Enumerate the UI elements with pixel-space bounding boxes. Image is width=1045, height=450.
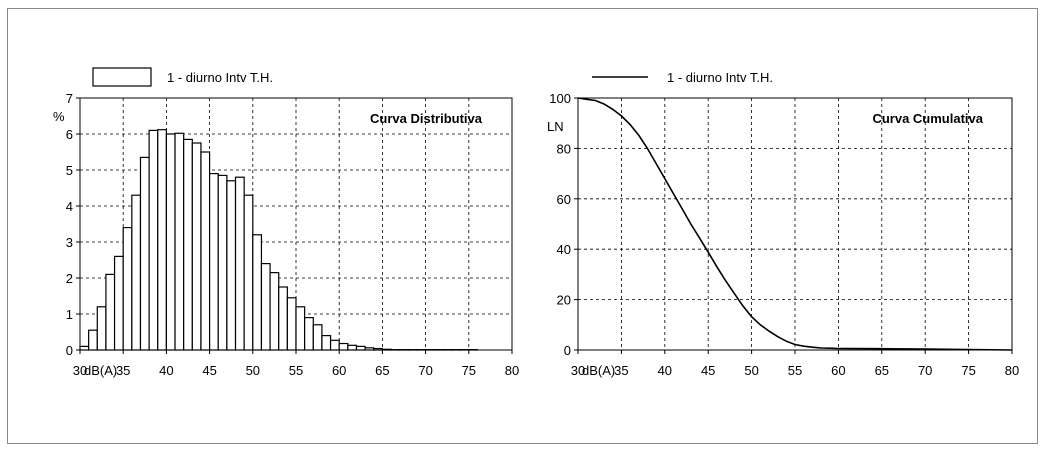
y-tick-label: 5	[66, 163, 73, 178]
histogram-bar	[338, 342, 349, 351]
x-tick-label: 35	[614, 363, 628, 378]
x-axis-label: dB(A)	[582, 363, 615, 378]
x-tick-label: 60	[332, 363, 346, 378]
x-tick-label: 80	[1005, 363, 1019, 378]
x-tick-label: 75	[462, 363, 476, 378]
histogram-bar	[260, 263, 271, 351]
y-axis-label: LN	[547, 119, 564, 134]
histogram-bar	[122, 227, 133, 351]
histogram-bar	[148, 129, 159, 351]
histogram-bar	[329, 339, 340, 351]
histogram-bar	[139, 156, 150, 351]
x-tick-label: 50	[744, 363, 758, 378]
y-tick-label: 6	[66, 127, 73, 142]
histogram-bar	[347, 344, 358, 351]
histogram-bar	[234, 176, 245, 351]
histogram-bar	[217, 174, 228, 351]
histogram-bar	[200, 151, 211, 351]
histogram-bar	[96, 306, 107, 351]
x-tick-label: 30	[571, 363, 585, 378]
cumulative-curve	[577, 97, 1013, 351]
y-tick-label: 100	[549, 91, 571, 106]
x-tick-label: 80	[505, 363, 519, 378]
cumulative-chart: 1 - diurno Intv T.H. 0 20 40 60 80 100 30 35 40…	[547, 70, 1019, 378]
x-tick-label: 70	[418, 363, 432, 378]
histogram-bar	[157, 129, 167, 351]
histogram-bar	[312, 324, 323, 351]
x-tick-label: 55	[788, 363, 802, 378]
x-tick-label: 40	[658, 363, 672, 378]
x-tick-label: 75	[961, 363, 975, 378]
x-tick-label: 50	[246, 363, 260, 378]
histogram-bar	[165, 133, 176, 351]
histogram-bar	[113, 255, 124, 351]
y-tick-label: 1	[66, 307, 73, 322]
x-axis-label: dB(A)	[84, 363, 117, 378]
x-tick-label: 65	[375, 363, 389, 378]
x-tick-label: 30	[73, 363, 87, 378]
chart-frame	[7, 8, 1038, 444]
histogram-bar	[226, 180, 237, 351]
x-tick-label: 40	[159, 363, 173, 378]
histogram-bar	[295, 306, 306, 351]
x-tick-label: 60	[831, 363, 845, 378]
y-tick-label: 80	[557, 141, 571, 156]
y-tick-label: 0	[66, 343, 73, 358]
legend-label: 1 - diurno Intv T.H.	[667, 70, 773, 85]
histogram-bar	[191, 142, 202, 351]
histogram-bar	[269, 272, 280, 351]
histogram-bar	[355, 345, 366, 351]
histogram-bar	[243, 194, 254, 351]
x-tick-label: 45	[202, 363, 216, 378]
y-tick-label: 40	[557, 242, 571, 257]
x-tick-labels: 30 35 40 45 50 55 60 65 70 75 80	[73, 350, 519, 378]
y-tick-label: 60	[557, 192, 571, 207]
y-axis-label: %	[53, 109, 65, 124]
histogram-bar	[105, 273, 116, 351]
legend-swatch-bar	[92, 67, 152, 87]
histogram-bar	[174, 132, 185, 351]
y-tick-label: 4	[66, 199, 73, 214]
histogram-bar	[131, 194, 142, 351]
chart-title: Curva Cumulativa	[872, 111, 983, 126]
y-tick-label: 20	[557, 293, 571, 308]
histogram-bar	[373, 347, 384, 351]
x-tick-label: 55	[289, 363, 303, 378]
histogram-bar	[88, 329, 98, 351]
histogram-bar	[278, 286, 288, 351]
histogram-bar	[209, 173, 219, 351]
histogram-bar	[321, 335, 332, 351]
x-tick-label: 70	[918, 363, 932, 378]
y-tick-label: 2	[66, 271, 73, 286]
histogram-bar	[286, 297, 297, 351]
x-tick-label: 45	[701, 363, 715, 378]
histogram-bar	[79, 345, 90, 351]
x-tick-label: 65	[875, 363, 889, 378]
histogram-bar	[183, 138, 193, 351]
histogram-bar	[252, 234, 263, 351]
histogram-bar	[304, 317, 314, 351]
histogram-bar	[364, 347, 375, 351]
x-tick-label: 35	[116, 363, 130, 378]
y-tick-labels: 0 20 40 60 80 100	[549, 91, 578, 358]
grid	[578, 98, 1012, 350]
y-tick-labels: 0 1 2 3 4 5 6 7	[66, 91, 80, 358]
y-tick-label: 0	[564, 343, 571, 358]
chart-title: Curva Distributiva	[370, 111, 483, 126]
bars	[79, 129, 479, 351]
histogram-bar	[381, 348, 392, 351]
y-tick-label: 3	[66, 235, 73, 250]
x-tick-labels: 30 35 40 45 50 55 60 65 70 75 80	[571, 350, 1019, 378]
y-tick-label: 7	[66, 91, 73, 106]
legend-label: 1 - diurno Intv T.H.	[167, 70, 273, 85]
